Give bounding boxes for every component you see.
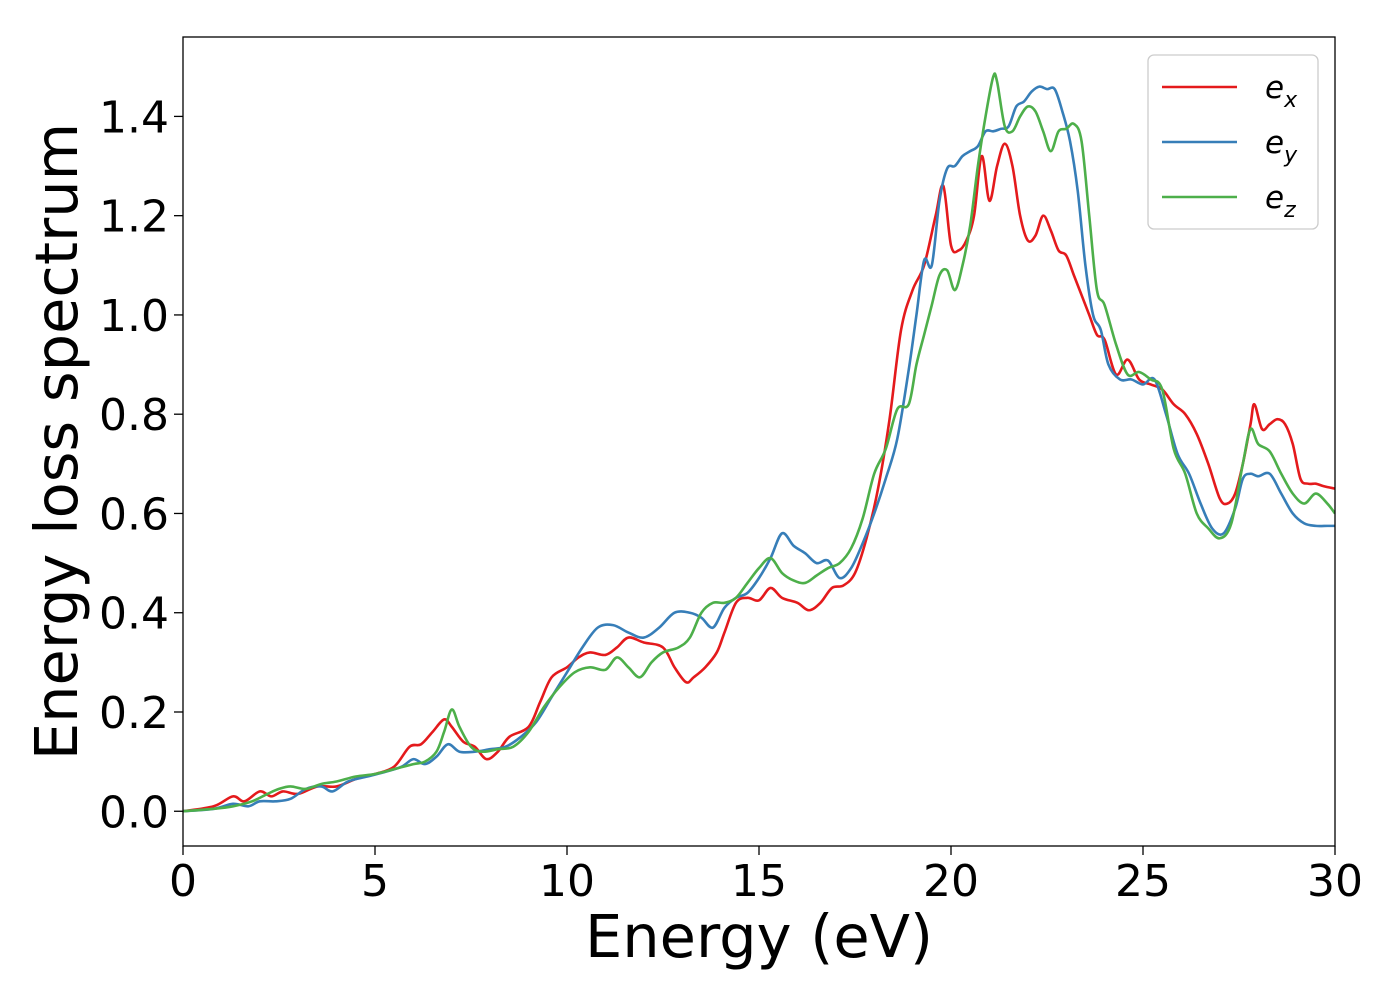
series-line-x [183,142,1335,813]
x-axis: 0 5 10 15 20 25 30 [169,846,1363,907]
legend-label-subscript: y [1283,143,1298,168]
y-tick-label: 0.0 [99,787,169,838]
legend-label-subscript: z [1283,198,1296,223]
y-tick-label: 0.6 [99,489,169,540]
y-tick-label: 0.8 [99,390,169,441]
y-tick-label: 1.4 [99,92,169,143]
x-axis-title: Energy (eV) [585,902,933,971]
legend-label-base: e [1265,70,1284,106]
x-tick-label: 5 [361,856,389,907]
x-tick-label: 15 [731,856,787,907]
legend-label-base: e [1265,125,1284,161]
y-tick-label: 1.0 [99,291,169,342]
y-axis-title: Energy loss spectrum [22,123,91,760]
y-tick-label: 1.2 [99,192,169,243]
y-axis: 0.0 0.2 0.4 0.6 0.8 1.0 1.2 1.4 [99,92,183,838]
series-line-z [183,72,1335,813]
x-tick-label: 20 [923,856,979,907]
x-tick-label: 10 [539,856,595,907]
series-line-y [183,85,1335,813]
plot-series [183,72,1335,813]
x-tick-label: 30 [1307,856,1363,907]
legend-label-subscript: x [1283,88,1298,113]
y-tick-label: 0.4 [99,589,169,640]
legend-label-z: ez [1265,180,1296,223]
legend-label-x: ex [1265,70,1298,113]
x-tick-label: 0 [169,856,197,907]
x-tick-label: 25 [1115,856,1171,907]
y-tick-label: 0.2 [99,688,169,739]
plot-frame [182,36,1336,847]
legend-label-base: e [1265,180,1284,216]
legend-label-y: ey [1265,125,1298,168]
